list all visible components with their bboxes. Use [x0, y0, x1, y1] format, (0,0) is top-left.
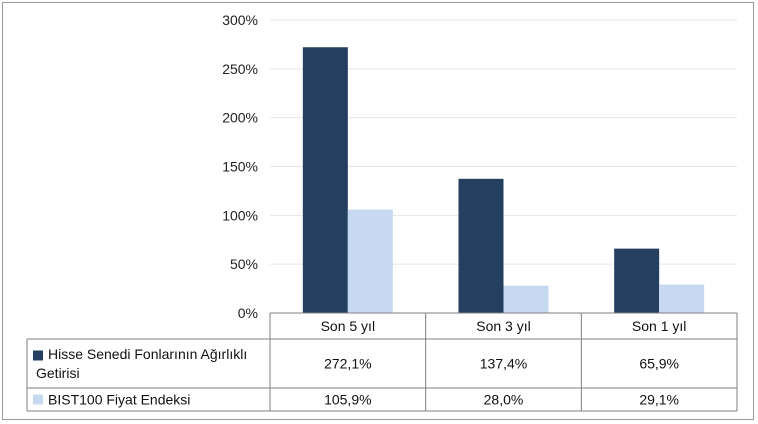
category-label: Son 1 yıl — [632, 318, 686, 334]
data-value-label: 65,9% — [639, 356, 679, 372]
y-tick-label: 300% — [222, 12, 258, 28]
legend-label: Getirisi — [36, 365, 80, 381]
bar-bist100-2 — [659, 284, 705, 313]
y-tick-label: 100% — [222, 207, 258, 223]
bar-fund-2 — [614, 248, 660, 313]
data-value-label: 137,4% — [480, 356, 527, 372]
legend-key-bist100 — [33, 394, 43, 405]
legend-key-fund — [33, 350, 43, 361]
y-tick-label: 150% — [222, 159, 258, 175]
data-value-label: 272,1% — [324, 356, 371, 372]
bar-fund-1 — [458, 178, 504, 313]
y-tick-label: 250% — [222, 61, 258, 77]
bar-fund-0 — [302, 47, 348, 314]
y-tick-label: 50% — [230, 256, 258, 272]
y-tick-label: 200% — [222, 110, 258, 126]
data-value-label: 29,1% — [639, 392, 679, 408]
legend-label: BIST100 Fiyat Endeksi — [48, 392, 190, 408]
category-label: Son 3 yıl — [476, 318, 530, 334]
chart-frame — [2, 2, 754, 420]
data-value-label: 105,9% — [324, 392, 371, 408]
bar-bist100-1 — [503, 285, 549, 313]
legend-label: Hisse Senedi Fonlarının Ağırlıklı — [48, 346, 247, 362]
data-value-label: 28,0% — [484, 392, 524, 408]
bar-bist100-0 — [347, 209, 393, 313]
category-label: Son 5 yıl — [321, 318, 375, 334]
y-tick-label: 0% — [238, 305, 258, 321]
